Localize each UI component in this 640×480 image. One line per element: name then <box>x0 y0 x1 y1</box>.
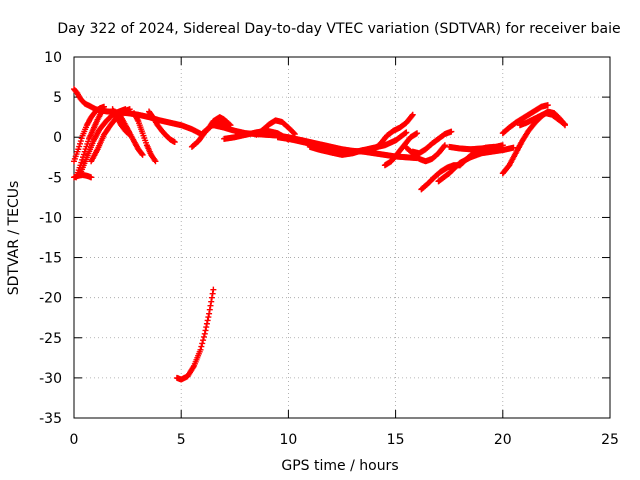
data-point <box>291 131 298 138</box>
data-point <box>88 174 95 181</box>
data-point <box>205 314 212 321</box>
data-point <box>171 139 178 146</box>
data-point <box>204 317 211 324</box>
data-point <box>441 143 448 150</box>
series-arc-26 <box>456 143 506 169</box>
y-tick-label: 10 <box>44 50 62 66</box>
data-point <box>77 140 84 147</box>
y-tick-label: -25 <box>39 331 62 347</box>
data-point <box>139 151 146 158</box>
y-tick-label: -15 <box>39 251 62 267</box>
data-point <box>414 130 421 137</box>
data-point <box>202 327 209 334</box>
y-axis-label: SDTVAR / TECUs <box>6 181 22 296</box>
x-tick-label: 0 <box>70 432 79 448</box>
series-arc-6 <box>71 171 95 181</box>
y-tick-label: 5 <box>53 90 62 106</box>
data-point <box>75 146 82 153</box>
data-point <box>201 330 208 337</box>
y-tick-label: -30 <box>39 371 62 387</box>
data-point <box>200 337 207 344</box>
y-tick-label: -35 <box>39 411 62 427</box>
y-tick-label: 0 <box>53 130 62 146</box>
data-point <box>152 158 159 165</box>
data-point <box>448 128 455 135</box>
axis-ticks <box>73 56 611 419</box>
series-arc-16 <box>253 117 298 138</box>
series-arc-7 <box>113 110 146 158</box>
x-tick-label: 20 <box>494 432 512 448</box>
x-axis-label: GPS time / hours <box>281 458 398 474</box>
x-tick-label: 25 <box>601 432 619 448</box>
data-point <box>101 103 108 110</box>
data-point <box>210 286 217 293</box>
y-tick-label: -20 <box>39 291 62 307</box>
data-point <box>206 310 213 317</box>
plot-frame <box>73 56 611 419</box>
data-point <box>138 150 145 157</box>
data-point <box>544 102 551 109</box>
x-tick-label: 15 <box>387 432 405 448</box>
series-arc-8 <box>131 110 159 165</box>
series-arc-11 <box>173 286 217 383</box>
x-tick-label: 5 <box>177 432 186 448</box>
y-tick-label: -10 <box>39 210 62 226</box>
data-point <box>203 324 210 331</box>
data-point <box>209 290 216 297</box>
data-point <box>126 106 133 113</box>
grid <box>74 57 610 418</box>
series-arc-20 <box>381 130 421 169</box>
series-arc-19 <box>371 111 416 153</box>
data-point <box>80 151 87 158</box>
data-point <box>200 333 207 340</box>
data-point <box>77 138 84 145</box>
x-tick-labels: 0 5 10 15 20 25 <box>70 432 619 448</box>
y-tick-labels: 10 5 0 -5 -10 -15 -20 -25 -30 -35 <box>39 50 62 427</box>
x-tick-label: 10 <box>279 432 297 448</box>
data-point <box>499 146 506 153</box>
data-point <box>126 131 133 138</box>
data-point <box>409 111 416 118</box>
series-arc-18 <box>306 129 410 158</box>
data-point <box>207 302 214 309</box>
y-tick-label: -5 <box>48 170 62 186</box>
data-point <box>291 130 298 137</box>
data-point <box>151 157 158 164</box>
series-arc-9 <box>146 108 178 146</box>
data-point <box>510 144 517 151</box>
data-point <box>208 294 215 301</box>
data-point <box>76 143 83 150</box>
data-point <box>98 108 105 115</box>
data-point <box>408 112 415 119</box>
series-arc-22 <box>409 128 455 157</box>
data-point <box>403 129 410 136</box>
series-arc-2 <box>71 103 108 165</box>
series-arc-13 <box>199 114 234 137</box>
series-arc-10 <box>109 106 133 138</box>
series-arc-29 <box>516 110 568 129</box>
data-point <box>199 340 206 347</box>
series-arc-5 <box>88 106 133 165</box>
data-point <box>197 346 204 353</box>
data-point <box>198 343 205 350</box>
data-point <box>78 135 85 142</box>
data-point <box>208 298 215 305</box>
series-arc-28 <box>499 102 551 137</box>
data-series <box>71 86 568 383</box>
data-point <box>203 320 210 327</box>
chart-title: Day 322 of 2024, Sidereal Day-to-day VTE… <box>57 21 620 37</box>
series-arc-21 <box>403 142 448 165</box>
data-point <box>561 121 568 128</box>
data-point <box>206 306 213 313</box>
data-point <box>441 142 448 149</box>
